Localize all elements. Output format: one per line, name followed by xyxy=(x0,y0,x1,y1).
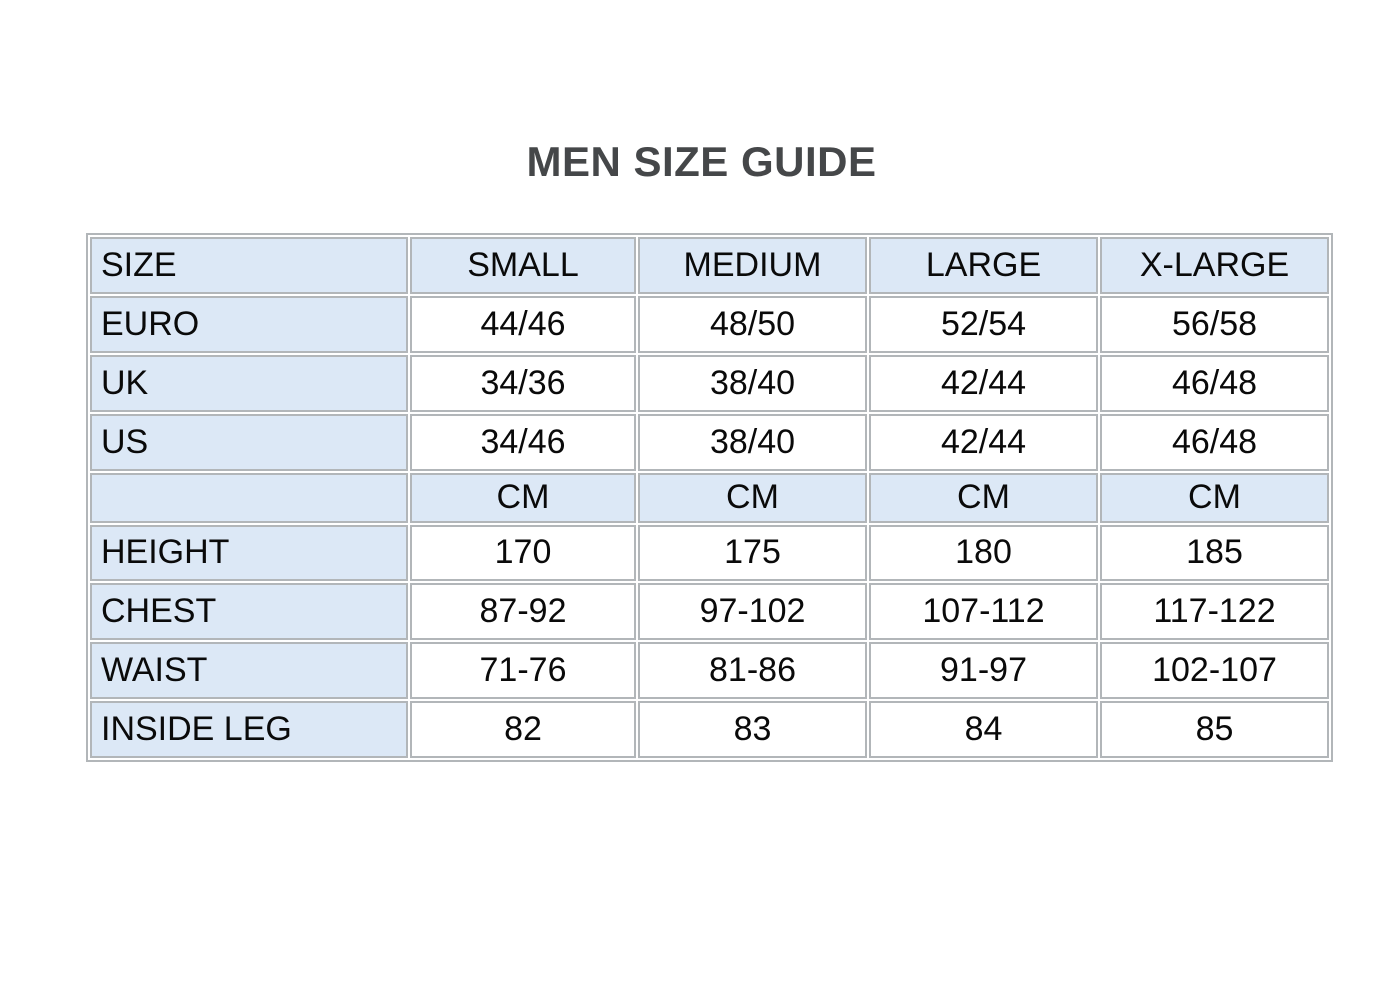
row-label-empty xyxy=(90,472,408,523)
cell-height-small: 170 xyxy=(410,524,636,582)
cell-inside-leg-small: 82 xyxy=(410,701,636,758)
row-label-uk: UK xyxy=(90,354,408,412)
cell-us-x-large: 46/48 xyxy=(1100,413,1329,471)
page-title: MEN SIZE GUIDE xyxy=(526,138,877,185)
header-cell-large: LARGE xyxy=(869,237,1098,294)
table-row-euro: EURO 44/46 48/50 52/54 56/58 xyxy=(90,295,1329,353)
cell-euro-medium: 48/50 xyxy=(638,295,867,353)
cell-euro-x-large: 56/58 xyxy=(1100,295,1329,353)
header-row: SIZE SMALL MEDIUM LARGE X-LARGE xyxy=(90,237,1329,294)
cell-chest-medium: 97-102 xyxy=(638,583,867,641)
cell-cm-large: CM xyxy=(869,472,1098,523)
header-cell-size: SIZE xyxy=(90,237,408,294)
cell-waist-medium: 81-86 xyxy=(638,642,867,700)
cell-euro-large: 52/54 xyxy=(869,295,1098,353)
cell-uk-large: 42/44 xyxy=(869,354,1098,412)
cell-uk-x-large: 46/48 xyxy=(1100,354,1329,412)
cell-us-large: 42/44 xyxy=(869,413,1098,471)
cell-euro-small: 44/46 xyxy=(410,295,636,353)
row-label-waist: WAIST xyxy=(90,642,408,700)
row-label-height: HEIGHT xyxy=(90,524,408,582)
table-row-cm-subheader: CM CM CM CM xyxy=(90,472,1329,523)
cell-chest-large: 107-112 xyxy=(869,583,1098,641)
row-label-us: US xyxy=(90,413,408,471)
table-row-height: HEIGHT 170 175 180 185 xyxy=(90,524,1329,582)
cell-chest-x-large: 117-122 xyxy=(1100,583,1329,641)
cell-height-large: 180 xyxy=(869,524,1098,582)
cell-uk-small: 34/36 xyxy=(410,354,636,412)
cell-us-small: 34/46 xyxy=(410,413,636,471)
cell-cm-x-large: CM xyxy=(1100,472,1329,523)
header-cell-small: SMALL xyxy=(410,237,636,294)
row-label-euro: EURO xyxy=(90,295,408,353)
cell-cm-small: CM xyxy=(410,472,636,523)
cell-cm-medium: CM xyxy=(638,472,867,523)
table-row-us: US 34/46 38/40 42/44 46/48 xyxy=(90,413,1329,471)
cell-inside-leg-x-large: 85 xyxy=(1100,701,1329,758)
table-row-waist: WAIST 71-76 81-86 91-97 102-107 xyxy=(90,642,1329,700)
size-guide-table: SIZE SMALL MEDIUM LARGE X-LARGE EURO 44/… xyxy=(86,233,1333,762)
header-cell-x-large: X-LARGE xyxy=(1100,237,1329,294)
cell-waist-small: 71-76 xyxy=(410,642,636,700)
row-label-chest: CHEST xyxy=(90,583,408,641)
header-cell-medium: MEDIUM xyxy=(638,237,867,294)
table-row-uk: UK 34/36 38/40 42/44 46/48 xyxy=(90,354,1329,412)
cell-inside-leg-large: 84 xyxy=(869,701,1098,758)
cell-chest-small: 87-92 xyxy=(410,583,636,641)
row-label-inside-leg: INSIDE LEG xyxy=(90,701,408,758)
table-row-inside-leg: INSIDE LEG 82 83 84 85 xyxy=(90,701,1329,758)
cell-us-medium: 38/40 xyxy=(638,413,867,471)
cell-height-medium: 175 xyxy=(638,524,867,582)
cell-height-x-large: 185 xyxy=(1100,524,1329,582)
table-row-chest: CHEST 87-92 97-102 107-112 117-122 xyxy=(90,583,1329,641)
cell-waist-x-large: 102-107 xyxy=(1100,642,1329,700)
cell-waist-large: 91-97 xyxy=(869,642,1098,700)
cell-inside-leg-medium: 83 xyxy=(638,701,867,758)
cell-uk-medium: 38/40 xyxy=(638,354,867,412)
